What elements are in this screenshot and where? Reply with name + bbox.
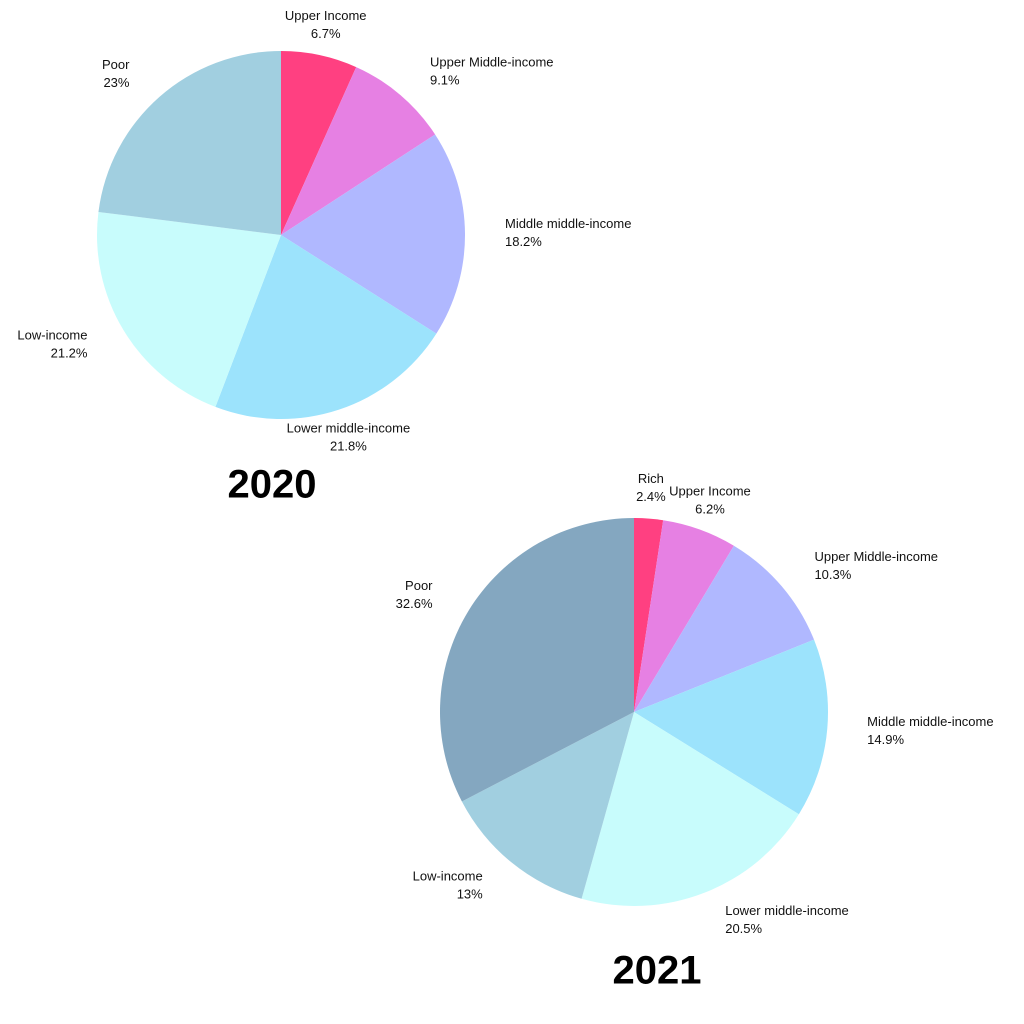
pie-slice bbox=[634, 520, 734, 712]
slice-label: Poor bbox=[102, 57, 130, 72]
pie-slice bbox=[97, 211, 282, 407]
slice-label: Lower middle-income bbox=[725, 903, 849, 918]
pie-slice bbox=[581, 712, 799, 906]
pie-slice bbox=[215, 235, 437, 419]
slice-value-label: 13% bbox=[457, 886, 483, 901]
slice-label: Low-income bbox=[17, 328, 87, 343]
pie-slice bbox=[281, 134, 465, 334]
slice-label: Upper Middle-income bbox=[430, 55, 554, 70]
pie-slice bbox=[461, 712, 634, 899]
slice-label: Poor bbox=[405, 578, 433, 593]
slice-value-label: 9.1% bbox=[430, 73, 460, 88]
slice-label: Upper Middle-income bbox=[814, 549, 938, 564]
slice-value-label: 23% bbox=[103, 75, 129, 90]
slice-value-label: 21.8% bbox=[330, 439, 367, 454]
slice-value-label: 18.2% bbox=[505, 234, 542, 249]
slice-value-label: 2.4% bbox=[636, 489, 666, 504]
slice-value-label: 14.9% bbox=[867, 732, 904, 747]
pie-slice bbox=[98, 51, 281, 235]
chart-title: 2020 bbox=[228, 463, 317, 507]
slice-label: Upper Income bbox=[285, 8, 367, 23]
pie-slice bbox=[634, 518, 664, 712]
slice-value-label: 6.2% bbox=[695, 502, 725, 517]
slice-value-label: 10.3% bbox=[814, 567, 851, 582]
slice-label: Lower middle-income bbox=[287, 421, 411, 436]
slice-label: Upper Income bbox=[669, 484, 751, 499]
slice-value-label: 21.2% bbox=[51, 346, 88, 361]
slice-value-label: 6.7% bbox=[311, 26, 341, 41]
pie-slice bbox=[440, 518, 634, 802]
slice-label: Rich bbox=[638, 471, 664, 486]
pie-slice bbox=[634, 545, 815, 712]
pie-slice bbox=[281, 67, 436, 235]
chart-title: 2021 bbox=[613, 949, 702, 993]
slice-label: Middle middle-income bbox=[505, 216, 631, 231]
slice-label: Low-income bbox=[413, 868, 483, 883]
slice-value-label: 32.6% bbox=[396, 596, 433, 611]
pie-slice bbox=[634, 639, 828, 815]
slice-value-label: 20.5% bbox=[725, 921, 762, 936]
pie-slice bbox=[281, 51, 357, 235]
slice-label: Middle middle-income bbox=[867, 714, 993, 729]
